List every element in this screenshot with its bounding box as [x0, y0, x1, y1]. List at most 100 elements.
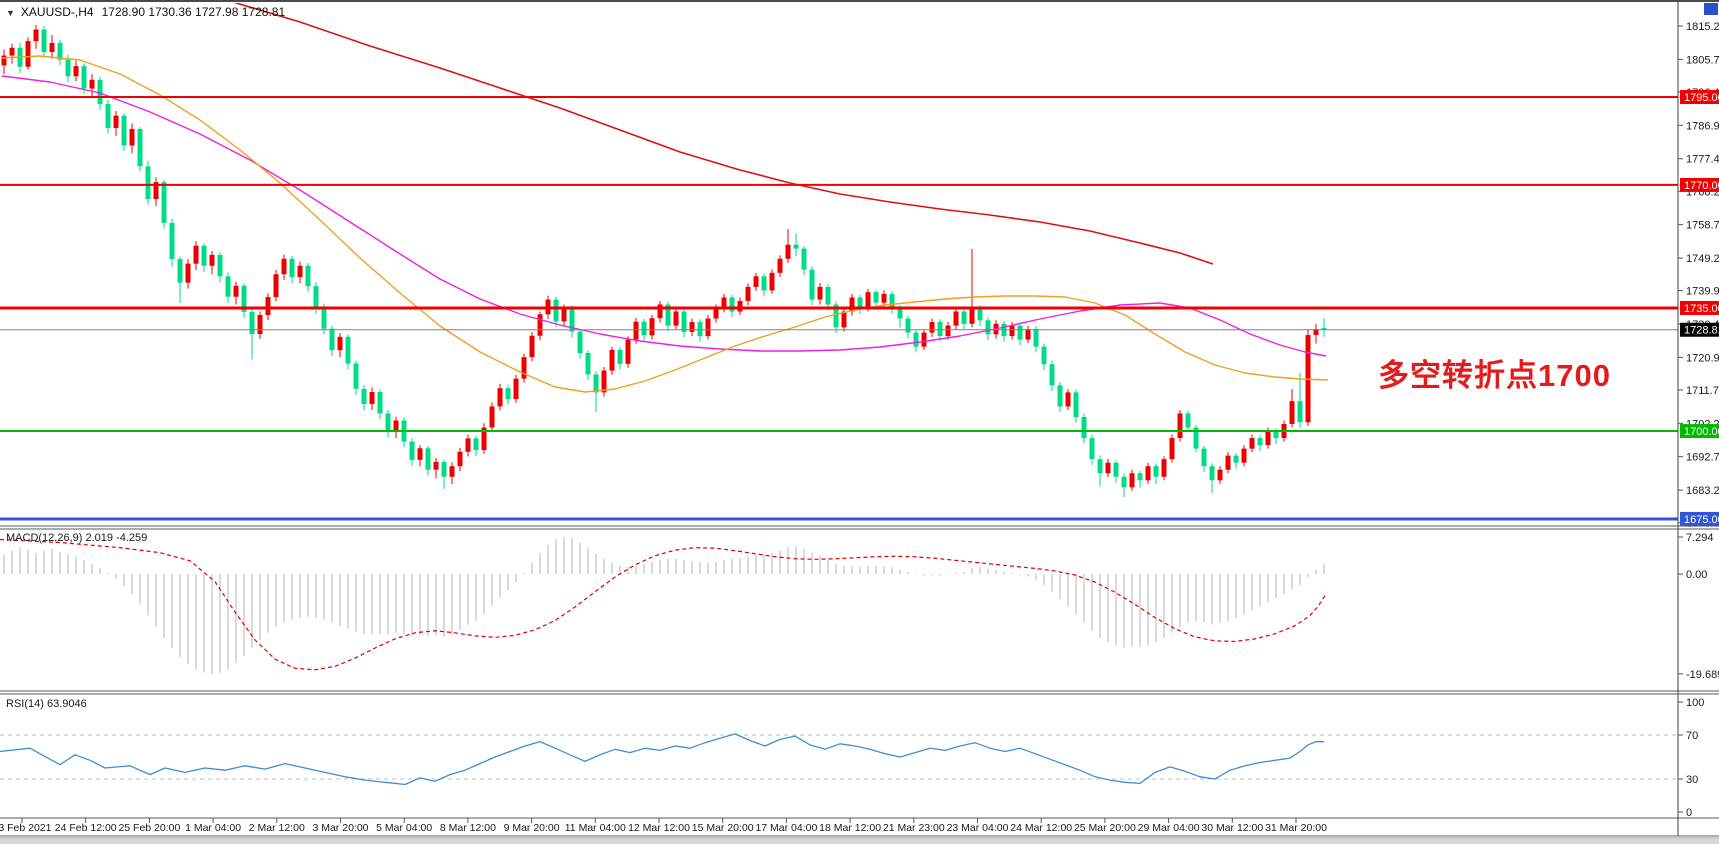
candle-body [1041, 346, 1047, 365]
candle-body [1249, 438, 1255, 449]
candle-body [25, 41, 31, 67]
candle-body [201, 245, 207, 266]
candle-body [673, 311, 679, 326]
candle-body [385, 413, 391, 432]
candle-body [1209, 466, 1215, 481]
time-axis-label: 25 Feb 20:00 [118, 822, 180, 834]
macd-panel[interactable] [0, 537, 1326, 674]
candle-body [1161, 459, 1167, 477]
candle-body [329, 328, 335, 351]
candle-body [849, 297, 855, 312]
time-axis-label: 25 Mar 20:00 [1074, 822, 1136, 834]
candle-body [585, 352, 591, 375]
candle-body [617, 349, 623, 364]
candle-body [609, 349, 615, 371]
time-axis-label: 5 Mar 04:00 [376, 822, 432, 834]
candle-body [345, 336, 351, 364]
candle-body [449, 466, 455, 477]
candle-body [833, 304, 839, 328]
rsi-tick-label: 100 [1686, 697, 1704, 709]
chevron-down-icon[interactable]: ▼ [6, 8, 15, 18]
rsi-tick-label: 70 [1686, 730, 1698, 742]
candle-body [1289, 401, 1295, 425]
rsi-panel[interactable] [0, 733, 1678, 786]
candle-body [1321, 328, 1327, 330]
candle-body [41, 29, 47, 53]
ohlc-values: 1728.90 1730.36 1727.98 1728.81 [101, 5, 286, 19]
price-line-badge-1675.00-bg [1680, 511, 1719, 526]
candle-body [537, 314, 543, 336]
candle-body [769, 272, 775, 291]
candle-body [817, 286, 823, 300]
time-axis-label: 18 Mar 12:00 [819, 822, 881, 834]
time-axis-label: 24 Mar 12:00 [1010, 822, 1072, 834]
candle-body [1177, 413, 1183, 439]
symbol-timeframe-label: XAUUSD-,H4 [20, 5, 94, 19]
time-axis-label: 29 Mar 04:00 [1138, 822, 1200, 834]
price-line-badge-1675.00: 1675.00 [1684, 514, 1719, 526]
candle-body [377, 392, 383, 414]
candle-body [33, 29, 39, 42]
candle-body [553, 299, 559, 322]
price-axis[interactable]: 1815.201805.701796.451786.951777.451768.… [1677, 2, 1719, 836]
candle-body [97, 79, 103, 105]
candle-body [921, 332, 927, 347]
macd-tick-label: 0.00 [1686, 569, 1707, 581]
candle-body [1241, 448, 1247, 463]
candle-body [737, 300, 743, 312]
candle-body [1065, 392, 1071, 407]
candle-body [297, 265, 303, 278]
price-tick-label: 1739.95 [1686, 286, 1719, 298]
candle-body [497, 388, 503, 407]
candle-body [1129, 473, 1135, 488]
candle-body [177, 259, 183, 283]
candle-body [897, 307, 903, 319]
candle-body [137, 129, 143, 167]
candle-body [233, 285, 239, 297]
candle-body [1313, 329, 1319, 336]
candle-body [593, 374, 599, 393]
candle-body [241, 285, 247, 312]
text-annotation[interactable]: 多空转折点1700 [1378, 358, 1611, 393]
candle-body [905, 318, 911, 333]
candle-body [409, 441, 415, 460]
price-tick-label: 1777.45 [1686, 154, 1719, 166]
macd-signal-line [0, 538, 1326, 671]
candle-body [705, 318, 711, 337]
candles [1, 24, 1327, 498]
candle-body [641, 321, 647, 336]
candle-body [289, 258, 295, 278]
candle-body [793, 244, 799, 249]
candle-body [937, 322, 943, 337]
candle-body [281, 258, 287, 275]
main-price-panel[interactable] [0, 2, 1678, 521]
candle-body [777, 258, 783, 273]
candle-body [1265, 431, 1271, 446]
candle-body [625, 339, 631, 364]
time-axis-label: 11 Mar 04:00 [565, 822, 626, 834]
price-line-badge-1735.00-bg [1680, 300, 1719, 315]
candle-body [857, 297, 863, 308]
price-line-badge-1770.00-bg [1680, 177, 1719, 192]
candle-body [977, 307, 983, 321]
candle-body [713, 307, 719, 319]
candle-body [129, 129, 135, 146]
candle-body [753, 276, 759, 287]
candle-body [153, 182, 159, 199]
current-price-badge-bg [1680, 322, 1719, 337]
candle-body [73, 66, 79, 77]
candle-body [441, 461, 447, 477]
price-tick-label: 1692.70 [1686, 452, 1719, 464]
ma-fast-orange [1, 55, 1329, 393]
candle-body [273, 274, 279, 298]
candle-body [361, 388, 367, 404]
candle-body [481, 427, 487, 451]
candle-body [1017, 325, 1023, 340]
candle-body [529, 335, 535, 358]
price-line-badge-1770.00: 1770.00 [1684, 180, 1719, 192]
candle-body [521, 357, 527, 379]
candle-body [257, 315, 263, 335]
candle-body [193, 245, 199, 264]
